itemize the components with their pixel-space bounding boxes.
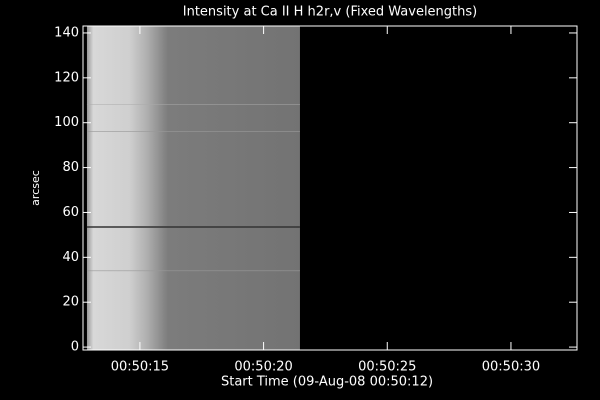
y-tick-label: 80: [62, 160, 79, 175]
x-tick-label: 00:50:15: [111, 360, 169, 375]
chart-title: Intensity at Ca II H h2r,v (Fixed Wavele…: [183, 5, 477, 20]
x-tick-label: 00:50:25: [358, 360, 416, 375]
y-tick-label: 60: [62, 205, 79, 220]
y-tick-label: 0: [71, 340, 79, 355]
y-tick-label: 20: [62, 295, 79, 310]
y-tick-label: 120: [54, 70, 79, 85]
x-tick-label: 00:50:20: [234, 360, 292, 375]
y-tick-label: 140: [54, 25, 79, 40]
y-tick-label: 100: [54, 115, 79, 130]
x-tick-label: 00:50:30: [482, 360, 540, 375]
y-axis-label: arcsec: [29, 170, 42, 206]
plot-frame: [82, 25, 578, 351]
y-tick-label: 40: [62, 250, 79, 265]
intensity-image: [86, 26, 300, 350]
x-axis-label: Start Time (09-Aug-08 00:50:12): [221, 375, 433, 390]
